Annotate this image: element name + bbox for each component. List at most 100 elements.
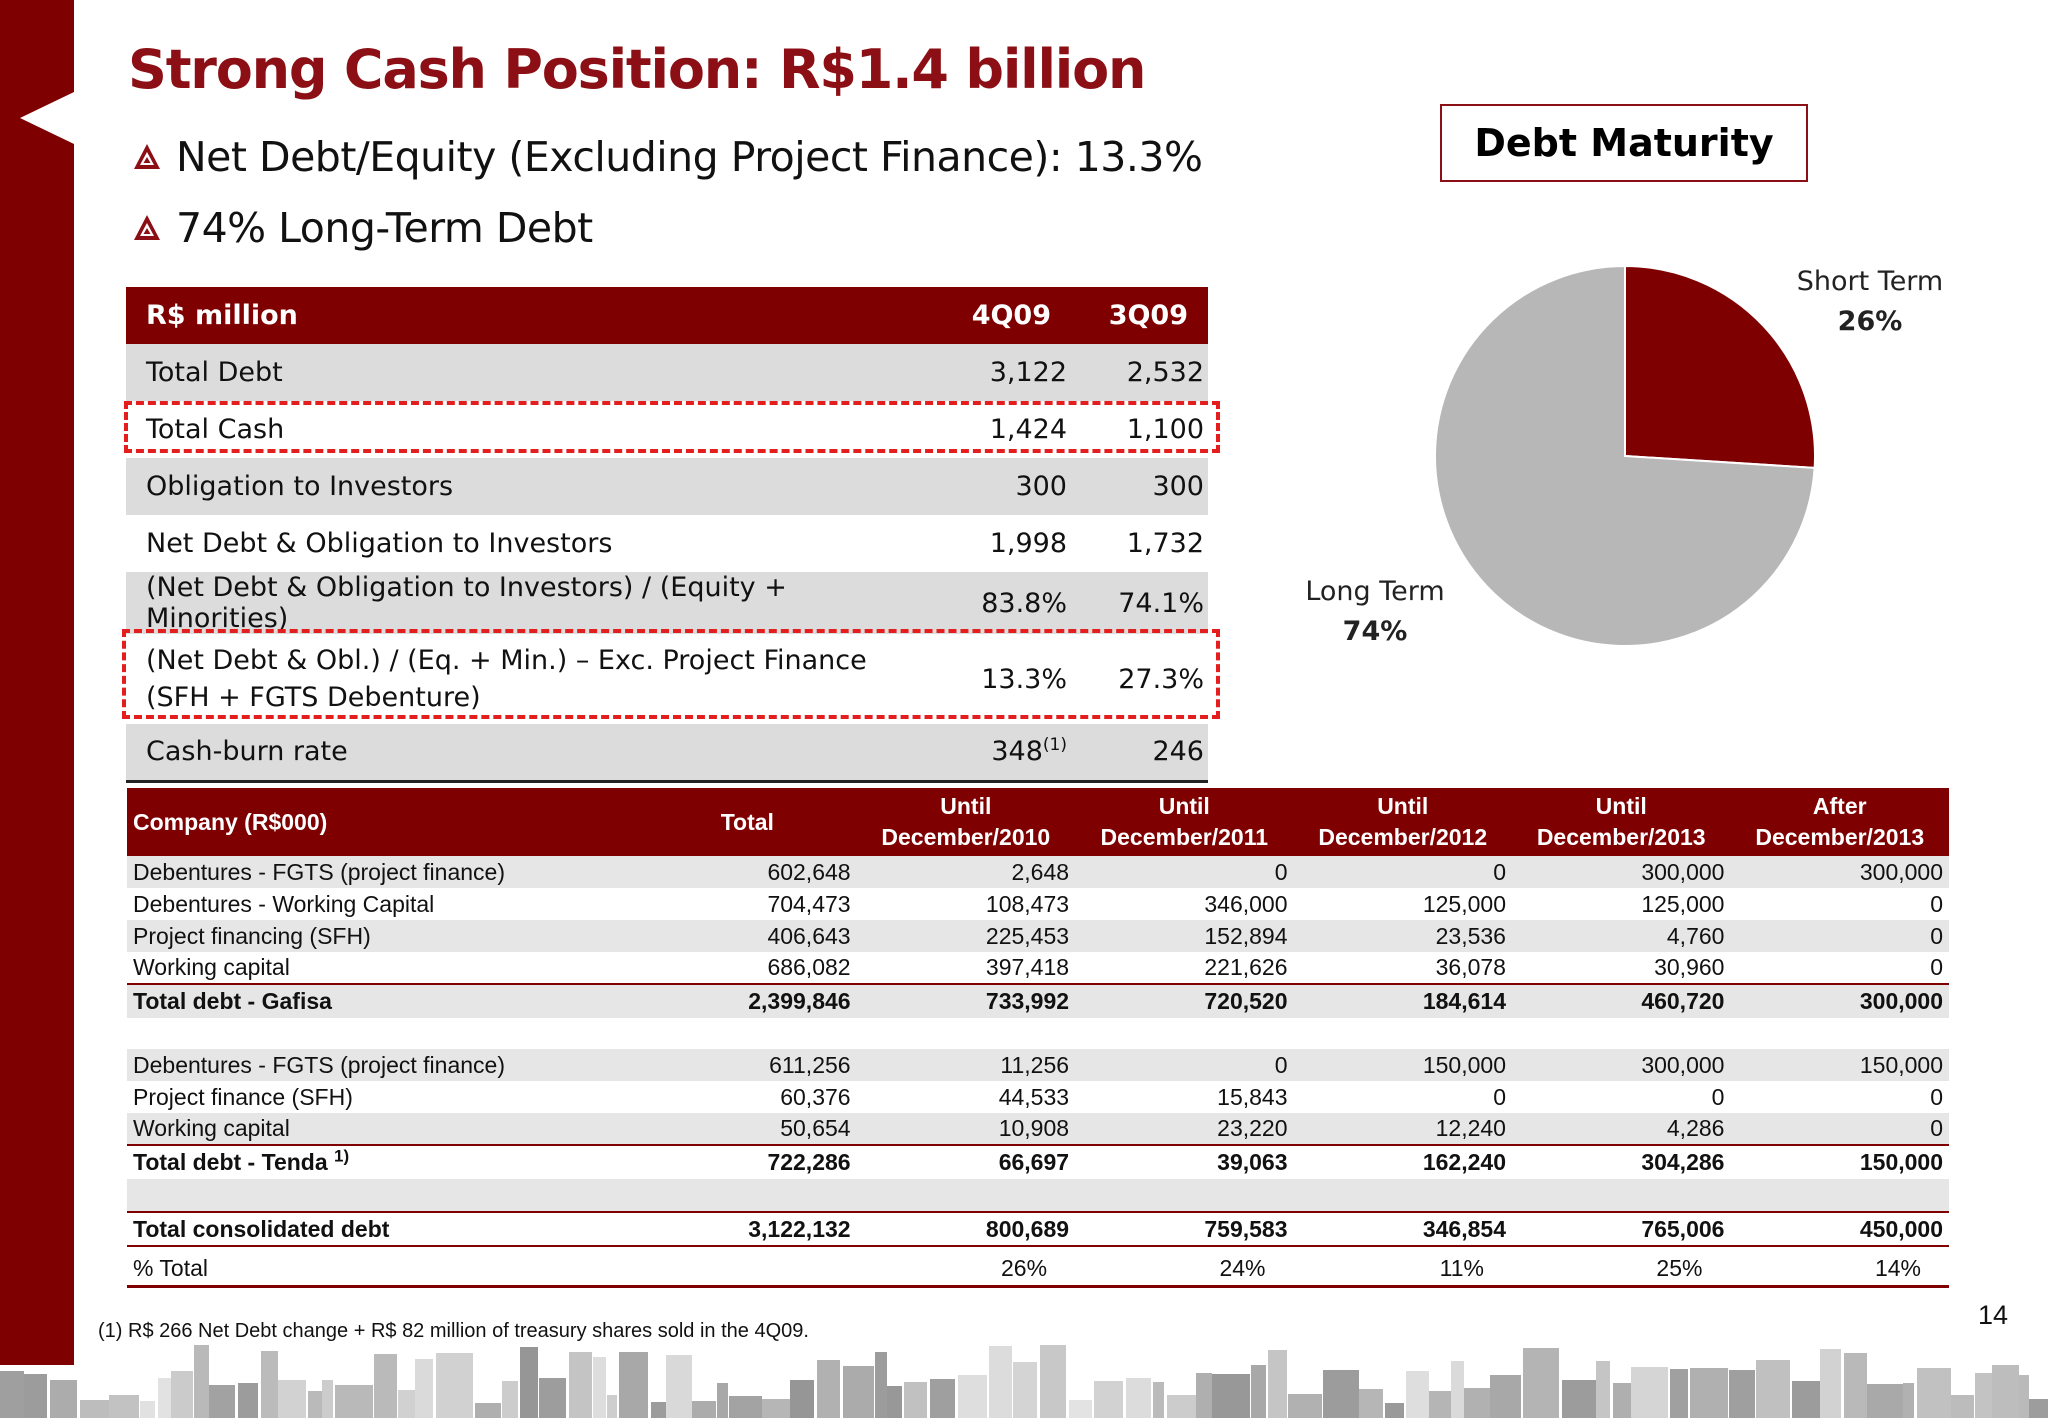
summary-table: R$ million 4Q09 3Q09 Total Debt 3,122 2,…: [126, 287, 1208, 783]
pie-label-long-term: Long Term 74%: [1295, 572, 1455, 652]
row-label: Total Cash: [146, 414, 285, 445]
row-label: Debentures - Working Capital: [133, 890, 435, 917]
cell-value: 150,000: [1293, 1049, 1512, 1081]
skyline-building: [1792, 1381, 1820, 1418]
skyline-building: [1429, 1391, 1451, 1418]
row-label: Net Debt & Obligation to Investors: [146, 528, 613, 559]
skyline-building: [1040, 1345, 1066, 1418]
cell-value: 0: [1075, 1049, 1294, 1081]
value-4q09: 3,122: [936, 344, 1071, 401]
skyline-building: [1756, 1360, 1790, 1418]
page-number: 14: [1978, 1300, 2009, 1330]
skyline-building: [1523, 1348, 1559, 1418]
cell-value: 66,697: [856, 1144, 1076, 1179]
header-total: Total: [638, 788, 857, 856]
cell-value: 346,854: [1293, 1211, 1512, 1246]
value-3q09: 2,532: [1071, 344, 1208, 401]
row-label: (Net Debt & Obligation to Investors) / (…: [126, 572, 936, 634]
summary-row-total-debt: Total Debt 3,122 2,532: [126, 344, 1208, 401]
summary-header-label: R$ million: [126, 287, 936, 344]
detail-row: Working capital 686,082 397,418 221,626 36,0…: [127, 952, 1949, 984]
detail-row: Debentures - FGTS (project finance) 602,6…: [127, 856, 1949, 888]
cell-value: 0: [1730, 920, 1949, 952]
skyline-building: [322, 1380, 333, 1418]
header-line1: Until: [1158, 793, 1210, 819]
skyline-building: [762, 1399, 790, 1418]
skyline-building: [729, 1396, 762, 1418]
bullet-long-term-debt: 74% Long-Term Debt: [132, 204, 593, 252]
skyline-building: [1153, 1382, 1164, 1418]
cell-value: 11%: [1293, 1245, 1512, 1288]
cell-value: 12,240: [1293, 1113, 1512, 1145]
cell-value: 108,473: [985, 890, 1070, 917]
row-label: Working capital: [127, 1113, 639, 1145]
skyline-building: [1670, 1369, 1688, 1418]
skyline-building: [2029, 1399, 2048, 1418]
summary-row-exc-project-finance: (Net Debt & Obl.) / (Eq. + Min.) – Exc. …: [126, 634, 1208, 724]
triangle-logo-icon: [134, 144, 160, 169]
skyline-building: [1013, 1362, 1037, 1418]
value-3q09: 300: [1071, 458, 1208, 515]
skyline-building: [1126, 1378, 1151, 1418]
skyline-building: [398, 1390, 415, 1418]
cell-value: 611,256: [638, 1049, 857, 1081]
row-label: Cash-burn rate: [126, 724, 936, 783]
detail-row: Debentures - FGTS (project finance) 611,2…: [127, 1049, 1949, 1081]
detail-row: Total debt - Gafisa 2,399,846 733,992 720,5…: [127, 983, 1949, 1018]
summary-row-obligation: Obligation to Investors 300 300: [126, 458, 1208, 515]
skyline-building: [1464, 1388, 1490, 1418]
skyline-building: [569, 1352, 592, 1418]
cell-value: 300,000: [1730, 856, 1949, 888]
value-3q09: 74.1%: [1071, 572, 1208, 634]
header-line2: December/2012: [1318, 824, 1488, 850]
skyline-building: [1631, 1367, 1668, 1418]
cell-value: 300,000: [1730, 983, 1949, 1018]
cell-value: 0: [1075, 856, 1294, 888]
cell-value: 23,536: [1293, 920, 1512, 952]
value-text: 348: [991, 736, 1043, 768]
row-label: [127, 1179, 639, 1212]
header-after-2013: After December/2013: [1730, 788, 1949, 856]
value-3q09: 1,100: [1126, 414, 1204, 445]
row-label: Debentures - FGTS (project finance): [127, 1049, 639, 1081]
detail-row: Project finance (SFH) 60,376 44,533 15,843 0…: [127, 1081, 1949, 1113]
cell-value: 765,006: [1511, 1211, 1731, 1246]
skyline-building: [80, 1400, 109, 1418]
skyline-building: [1288, 1394, 1322, 1418]
skyline-building: [1690, 1368, 1728, 1418]
skyline-building: [1562, 1380, 1596, 1418]
row-label: (Net Debt & Obl.) / (Eq. + Min.) – Exc. …: [146, 645, 867, 713]
cell-value: [638, 1245, 857, 1288]
cell-value: 150,000: [1730, 1144, 1949, 1179]
skyline-building: [539, 1378, 566, 1418]
cell-value: 0: [1493, 1083, 1506, 1110]
cell-value: 24%: [1075, 1245, 1294, 1288]
cell-value: [857, 1018, 1075, 1049]
skyline-building: [843, 1366, 874, 1418]
cell-value: 125,000: [1641, 890, 1725, 917]
cell-value: 23,220: [1075, 1113, 1294, 1145]
triangle-logo-icon: [134, 215, 160, 240]
skyline-building: [1951, 1395, 1974, 1418]
debt-maturity-title: Debt Maturity: [1440, 104, 1808, 182]
cell-value: 14%: [1730, 1245, 1949, 1288]
header-until-2011: Until December/2011: [1075, 788, 1294, 856]
cell-value: 704,473: [767, 890, 851, 917]
pie-label-name: Short Term: [1796, 266, 1944, 297]
bullet-net-debt-equity: Net Debt/Equity (Excluding Project Finan…: [132, 133, 1203, 181]
cell-value: 225,453: [856, 920, 1076, 952]
cell-value: 4,760: [1511, 920, 1731, 952]
value-4q09: 13.3%: [981, 663, 1067, 695]
cell-value: 11,256: [856, 1049, 1076, 1081]
detail-row: % Total 26% 24% 11% 25% 14%: [127, 1245, 1949, 1288]
skyline-building: [50, 1380, 77, 1418]
pie-slice-long-term: [1434, 264, 1816, 647]
pie-label-short-term: Short Term 26%: [1790, 262, 1950, 342]
cell-value: 152,894: [1075, 920, 1294, 952]
cell-value: 0: [1930, 1083, 1943, 1110]
cell-value: 60,376: [780, 1083, 851, 1110]
skyline-building: [1613, 1383, 1631, 1418]
skyline-building: [171, 1371, 193, 1418]
city-skyline-banner: [0, 1345, 2048, 1418]
summary-header-4q09: 4Q09: [936, 287, 1071, 344]
